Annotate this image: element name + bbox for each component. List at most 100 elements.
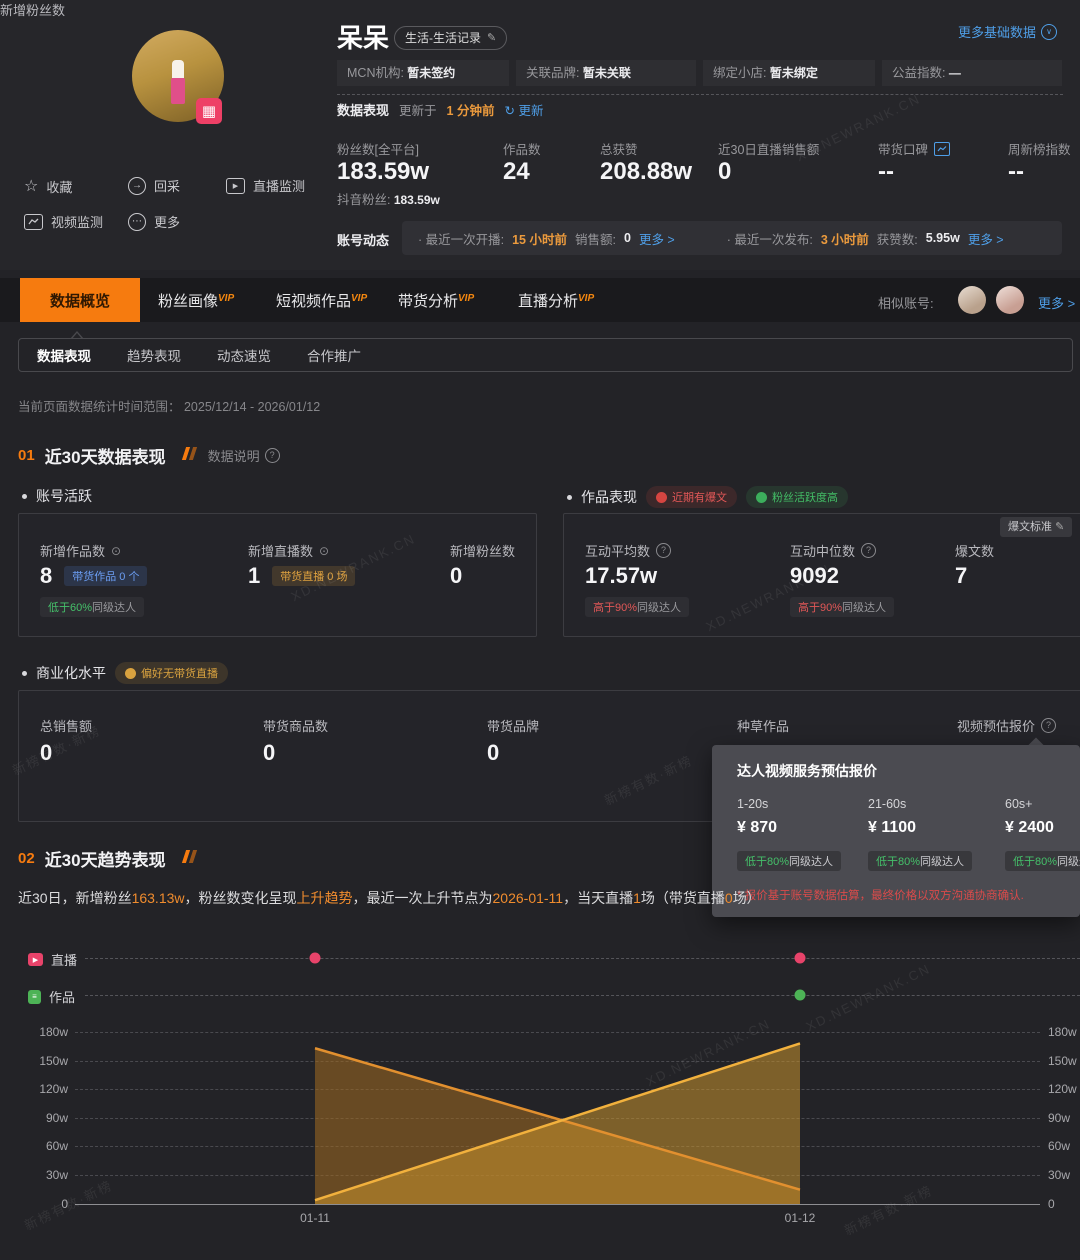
data-note-label: 数据说明 xyxy=(207,449,260,464)
summary-highlight-live-count: 1 xyxy=(633,890,641,906)
gridline-60w xyxy=(75,1146,1040,1147)
subtab-dynamics[interactable]: 动态速览 xyxy=(217,349,271,364)
tab-data-overview[interactable]: 数据概览 xyxy=(20,278,140,322)
xtick-0112: 01-12 xyxy=(784,1211,816,1225)
quote3-price: ¥ 2400 xyxy=(1005,819,1054,836)
ytick-left: 60w xyxy=(45,1139,68,1153)
quote3-peer: 低于80%同级达人 xyxy=(1005,851,1080,871)
gridline-120w xyxy=(75,1089,1040,1090)
quote1-peer: 低于80%同级达人 xyxy=(737,851,842,871)
favorite-button[interactable]: ☆ 收藏 xyxy=(24,176,72,196)
thumb-icon xyxy=(756,491,767,503)
median-interaction-label-row: 互动中位数 ? xyxy=(790,541,877,560)
more-base-data-label: 更多基础数据 xyxy=(958,25,1037,40)
avatar-figure-skirt xyxy=(171,78,185,104)
tab-short-video[interactable]: 短视频作品VIP xyxy=(276,290,367,311)
tv-play-icon: ▶ xyxy=(226,177,245,194)
refresh-button[interactable]: ↻ 更新 xyxy=(504,100,543,119)
peer-compare-rest: 同级达人 xyxy=(1057,856,1080,868)
brand-value: 暂未关联 xyxy=(582,66,631,80)
hot-post-standard-button[interactable]: 爆文标准 ✎ xyxy=(1000,517,1073,537)
median-interaction-peer: 高于90%同级达人 xyxy=(790,597,895,617)
tab-fan-portrait[interactable]: 粉丝画像VIP xyxy=(158,290,234,311)
recapture-label: 回采 xyxy=(154,179,181,194)
hot-post-standard-label: 爆文标准 xyxy=(1008,521,1052,533)
summary-text: 场（带货直播 xyxy=(640,890,725,906)
edit-icon: ✎ xyxy=(1055,521,1065,533)
flame-icon xyxy=(656,491,667,503)
weekly-index-value: -- xyxy=(1008,158,1024,185)
ytick-right: 30w xyxy=(1048,1168,1071,1182)
reputation-chart-icon[interactable] xyxy=(934,141,951,156)
data-note-link[interactable]: 数据说明 ? xyxy=(208,446,280,465)
recapture-button[interactable]: → 回采 xyxy=(128,176,180,195)
quote1-duration: 1-20s xyxy=(737,797,769,811)
info-box-shop: 绑定小店: 暂未绑定 xyxy=(703,60,875,86)
x-axis-line xyxy=(75,1204,1040,1205)
live-monitor-button[interactable]: ▶ 直播监测 xyxy=(226,176,305,195)
help-icon[interactable]: ? xyxy=(1041,718,1057,733)
new-lives-label-row: 新增直播数 ⊙ xyxy=(248,541,329,560)
summary-text: ，最近一次上升节点为 xyxy=(352,890,493,906)
vip-tag: VIP xyxy=(351,293,368,304)
tab-live-analysis[interactable]: 直播分析VIP xyxy=(518,290,594,311)
more-base-data-link[interactable]: 更多基础数据 ∨ xyxy=(958,22,1058,41)
works-doc-icon: ≡ xyxy=(28,989,41,1004)
video-quote-label: 视频预估报价 xyxy=(957,719,1036,734)
ytick-right: 150w xyxy=(1048,1054,1077,1068)
new-lives-value: 1 xyxy=(248,563,261,588)
subtab-data-performance[interactable]: 数据表现 xyxy=(37,349,91,364)
section1-title: 近30天数据表现 xyxy=(44,448,166,467)
similar-avatar-2[interactable] xyxy=(996,286,1024,314)
subtab-notch-inner xyxy=(72,333,82,339)
subtab-trend[interactable]: 趋势表现 xyxy=(127,349,181,364)
updated-prefix: 更新于 xyxy=(399,104,437,118)
quote1-price: ¥ 870 xyxy=(737,819,778,836)
tab-ecommerce-analysis[interactable]: 带货分析VIP xyxy=(398,290,474,311)
vip-tag: VIP xyxy=(218,293,235,304)
help-icon[interactable]: ? xyxy=(264,448,280,463)
summary-highlight-date: 2026-01-11 xyxy=(492,890,564,906)
avatar-figure xyxy=(172,60,184,78)
publish-more-link[interactable]: 更多 > xyxy=(967,232,1004,247)
ytick-left: 0 xyxy=(61,1197,68,1211)
similar-avatar-1[interactable] xyxy=(958,286,986,314)
help-icon[interactable]: ? xyxy=(861,543,877,558)
help-icon[interactable]: ? xyxy=(656,543,672,558)
summary-highlight-ecomlive-count: 0 xyxy=(724,890,733,906)
fans-total-value: 183.59w xyxy=(337,158,430,185)
median-interaction-label: 互动中位数 xyxy=(790,544,856,559)
summary-text: 场） xyxy=(732,890,761,906)
qr-icon: ▦ xyxy=(201,102,217,120)
live-more-link[interactable]: 更多 > xyxy=(638,232,675,247)
edit-icon[interactable]: ✎ xyxy=(487,32,497,44)
shop-value: 暂未绑定 xyxy=(769,66,818,80)
account-active-title: 账号活跃 xyxy=(36,488,92,504)
ecom-reputation-label: 带货口碑 xyxy=(878,143,929,157)
charity-value: — xyxy=(948,66,961,80)
works-count-value: 24 xyxy=(503,158,530,185)
similar-more-link[interactable]: 更多 > xyxy=(1038,296,1076,311)
refresh-icon: ↻ xyxy=(504,104,515,118)
ytick-left: 180w xyxy=(39,1025,68,1039)
summary-text: 近30日，新增粉丝 xyxy=(18,890,132,906)
more-actions-button[interactable]: ⋯ 更多 xyxy=(128,212,180,231)
updated-time: 1 分钟前 xyxy=(446,104,495,118)
watermark: XD.NEWRANK.CN xyxy=(643,1015,773,1090)
section1-header: 01 近30天数据表现 数据说明 ? xyxy=(18,443,280,468)
tab-short-video-label: 短视频作品 xyxy=(276,293,352,310)
category-badge[interactable]: 生活-生活记录 ✎ xyxy=(394,26,508,50)
last-live-time: 15 小时前 xyxy=(512,232,567,247)
category-label: 生活-生活记录 xyxy=(405,31,481,45)
hot-posts-count-label: 爆文数 xyxy=(955,544,995,559)
quote2-peer: 低于80%同级达人 xyxy=(868,851,973,871)
qr-badge[interactable]: ▦ xyxy=(196,98,222,124)
live-row-dashline xyxy=(85,958,1080,959)
live-monitor-label: 直播监测 xyxy=(253,179,306,194)
subtab-cooperation[interactable]: 合作推广 xyxy=(307,349,361,364)
works-count-label: 作品数 xyxy=(503,143,541,157)
fans-active-badge-label: 粉丝活跃度高 xyxy=(772,492,838,504)
watermark: XD.NEWRANK.CN xyxy=(803,960,933,1035)
video-monitor-button[interactable]: 视频监测 xyxy=(24,212,103,231)
